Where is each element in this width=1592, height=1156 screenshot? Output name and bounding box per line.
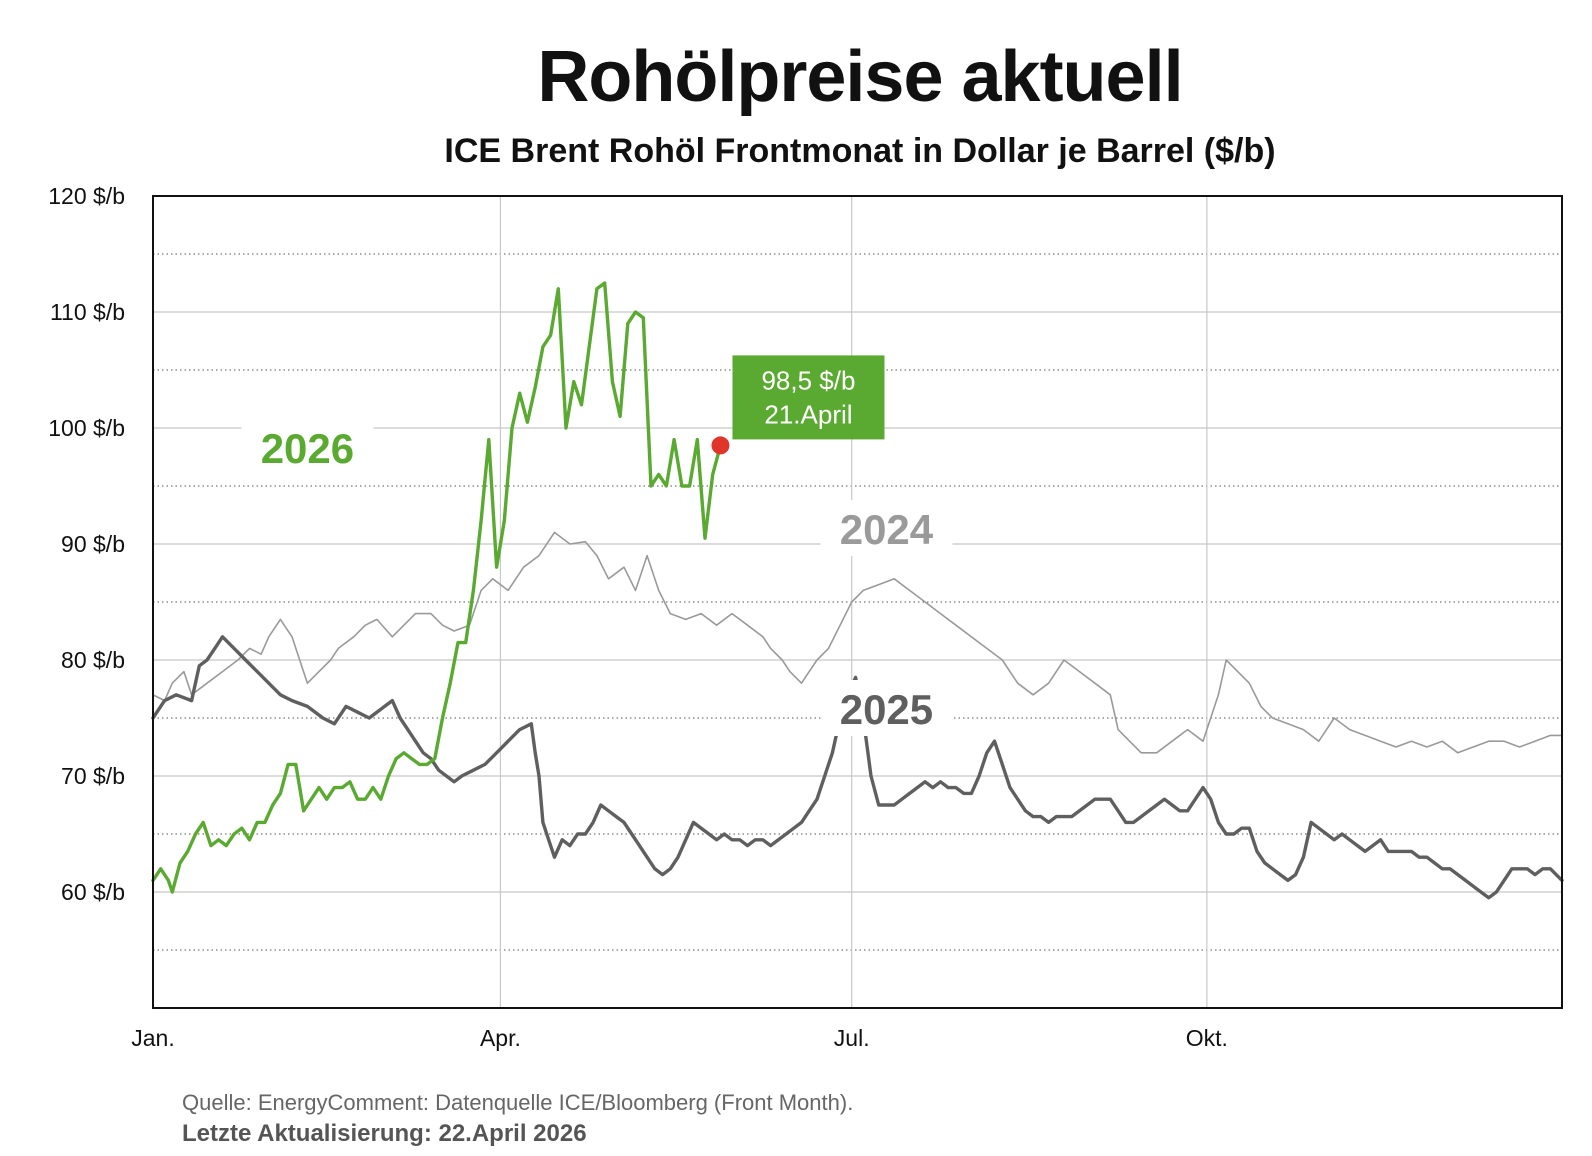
- axis-layer: 120 $/b 110 $/b 100 $/b 90 $/b 80 $/b 70 $/b 6…: [48, 183, 1563, 1051]
- y-tick-label: 100 $/b: [48, 415, 125, 441]
- series-label-2025: 2025: [840, 686, 933, 733]
- page-title: Rohölpreise aktuell: [537, 37, 1183, 117]
- series-line-2024: [152, 531, 1563, 754]
- y-tick-label: 80 $/b: [61, 647, 125, 673]
- y-tick-label: 90 $/b: [61, 531, 125, 557]
- x-tick-label: Jul.: [834, 1025, 870, 1051]
- annotation-date: 21.April: [764, 399, 852, 429]
- series-line-2026: [151, 281, 723, 894]
- annotation-value: 98,5 $/b: [761, 365, 855, 395]
- x-tick-label: Okt.: [1186, 1025, 1228, 1051]
- source-note: Quelle: EnergyComment: Datenquelle ICE/B…: [182, 1090, 854, 1115]
- plot-frame: [152, 195, 1563, 1009]
- page-subtitle: ICE Brent Rohöl Frontmonat in Dollar je …: [444, 132, 1276, 170]
- grid-layer: [153, 196, 1562, 1008]
- y-tick-label: 60 $/b: [61, 879, 125, 905]
- y-tick-label: 110 $/b: [50, 299, 125, 325]
- x-tick-label: Jan.: [131, 1025, 174, 1051]
- last-updated-note: Letzte Aktualisierung: 22.April 2026: [182, 1120, 587, 1147]
- current-price-marker: [711, 436, 730, 455]
- series-label-bg: [820, 680, 953, 736]
- y-tick-label: 120 $/b: [48, 183, 125, 209]
- label-layer: 2026 2024 2025 98,5 $/b 21.April: [241, 355, 953, 736]
- series-label-2026: 2026: [261, 425, 354, 472]
- annotation-box: [732, 355, 885, 440]
- series-line-2025: [151, 635, 1564, 900]
- series-label-bg: [241, 419, 374, 475]
- series-layer: [151, 281, 1564, 900]
- x-tick-label: Apr.: [480, 1025, 521, 1051]
- series-label-bg: [820, 500, 953, 557]
- series-label-2024: 2024: [840, 506, 934, 553]
- y-tick-label: 70 $/b: [61, 763, 125, 789]
